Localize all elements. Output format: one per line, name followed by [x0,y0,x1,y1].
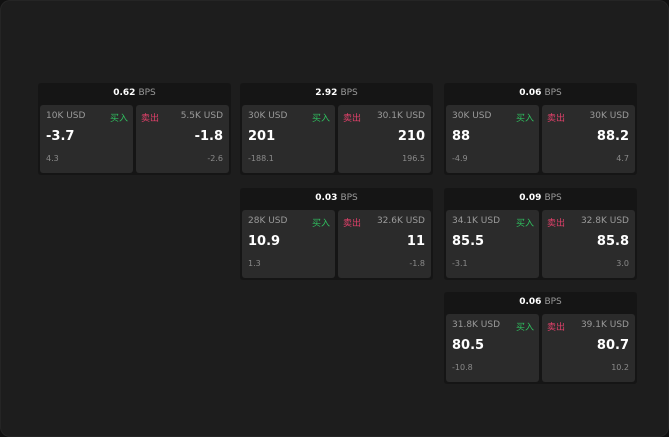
sell-cell[interactable]: 卖出 39.1K USD 80.7 10.2 [542,314,635,382]
bid-amount: 30K USD [452,111,492,121]
spread-unit: BPS [340,193,358,203]
buy-label: 买入 [311,219,330,229]
spread-value: 0.03 [315,193,338,203]
buy-label: 买入 [515,219,534,229]
spread-value: 0.06 [519,297,542,307]
buy-cell[interactable]: 31.8K USD 买入 80.5 -10.8 [446,314,539,382]
bid-price: 10.9 [248,234,281,249]
buy-cell[interactable]: 34.1K USD 买入 85.5 -3.1 [446,210,539,278]
ask-price: 85.8 [596,234,629,249]
ask-change: -2.6 [207,154,223,163]
ask-amount: 32.6K USD [376,216,425,226]
sell-cell[interactable]: 卖出 5.5K USD -1.8 -2.6 [136,105,229,173]
spread-unit: BPS [138,88,156,98]
ask-price: -1.8 [194,129,223,144]
bid-amount: 34.1K USD [452,216,501,226]
spread-header: 0.62 BPS [38,83,231,104]
bid-price: 88 [452,129,471,144]
buy-label: 买入 [311,114,330,124]
quote-card: 0.06 BPS 30K USD 买入 88 -4.9 卖出 30K USD 88… [444,83,637,175]
bid-change: -10.8 [452,363,473,372]
spread-value: 0.62 [113,88,136,98]
bid-price: 201 [248,129,276,144]
spread-header: 0.06 BPS [444,83,637,104]
quote-card: 0.06 BPS 31.8K USD 买入 80.5 -10.8 卖出 39.1K… [444,292,637,384]
sell-label: 卖出 [547,219,566,229]
ask-price: 88.2 [596,129,629,144]
sell-label: 卖出 [547,323,566,333]
sell-cell[interactable]: 卖出 32.8K USD 85.8 3.0 [542,210,635,278]
bid-amount: 31.8K USD [452,320,501,330]
bid-change: -3.1 [452,259,468,268]
bid-price: -3.7 [46,129,75,144]
bid-price: 80.5 [452,338,485,353]
buy-label: 买入 [515,323,534,333]
bid-change: 4.3 [46,154,59,163]
ask-amount: 30.1K USD [376,111,425,121]
spread-header: 0.03 BPS [240,188,433,209]
bid-change: 1.3 [248,259,261,268]
spread-header: 0.09 BPS [444,188,637,209]
spread-unit: BPS [544,297,562,307]
buy-cell[interactable]: 10K USD 买入 -3.7 4.3 [40,105,133,173]
buy-cell[interactable]: 28K USD 买入 10.9 1.3 [242,210,335,278]
bid-change: -188.1 [248,154,274,163]
ask-change: 4.7 [616,154,629,163]
sell-label: 卖出 [547,114,566,124]
buy-cell[interactable]: 30K USD 买入 201 -188.1 [242,105,335,173]
ask-amount: 30K USD [589,111,629,121]
quote-card: 2.92 BPS 30K USD 买入 201 -188.1 卖出 30.1K U… [240,83,433,175]
sell-cell[interactable]: 卖出 32.6K USD 11 -1.8 [338,210,431,278]
sell-cell[interactable]: 卖出 30.1K USD 210 196.5 [338,105,431,173]
sell-cell[interactable]: 卖出 30K USD 88.2 4.7 [542,105,635,173]
sell-label: 卖出 [343,219,362,229]
buy-label: 买入 [109,114,128,124]
ask-amount: 32.8K USD [580,216,629,226]
spread-header: 0.06 BPS [444,292,637,313]
bid-amount: 10K USD [46,111,86,121]
spread-value: 0.09 [519,193,542,203]
bid-amount: 30K USD [248,111,288,121]
ask-change: 3.0 [616,259,629,268]
ask-price: 80.7 [596,338,629,353]
ask-change: 10.2 [611,363,629,372]
ask-change: -1.8 [409,259,425,268]
bid-amount: 28K USD [248,216,288,226]
ask-change: 196.5 [402,154,425,163]
quote-card: 0.09 BPS 34.1K USD 买入 85.5 -3.1 卖出 32.8K … [444,188,637,280]
quote-card: 0.03 BPS 28K USD 买入 10.9 1.3 卖出 32.6K USD… [240,188,433,280]
spread-unit: BPS [544,193,562,203]
ask-price: 11 [406,234,425,249]
spread-value: 2.92 [315,88,338,98]
ask-amount: 39.1K USD [580,320,629,330]
buy-cell[interactable]: 30K USD 买入 88 -4.9 [446,105,539,173]
bid-change: -4.9 [452,154,468,163]
buy-label: 买入 [515,114,534,124]
spread-header: 2.92 BPS [240,83,433,104]
quote-card: 0.62 BPS 10K USD 买入 -3.7 4.3 卖出 5.5K USD … [38,83,231,175]
sell-label: 卖出 [141,114,160,124]
bid-price: 85.5 [452,234,485,249]
ask-amount: 5.5K USD [180,111,223,121]
spread-unit: BPS [544,88,562,98]
sell-label: 卖出 [343,114,362,124]
spread-value: 0.06 [519,88,542,98]
ask-price: 210 [397,129,425,144]
spread-unit: BPS [340,88,358,98]
